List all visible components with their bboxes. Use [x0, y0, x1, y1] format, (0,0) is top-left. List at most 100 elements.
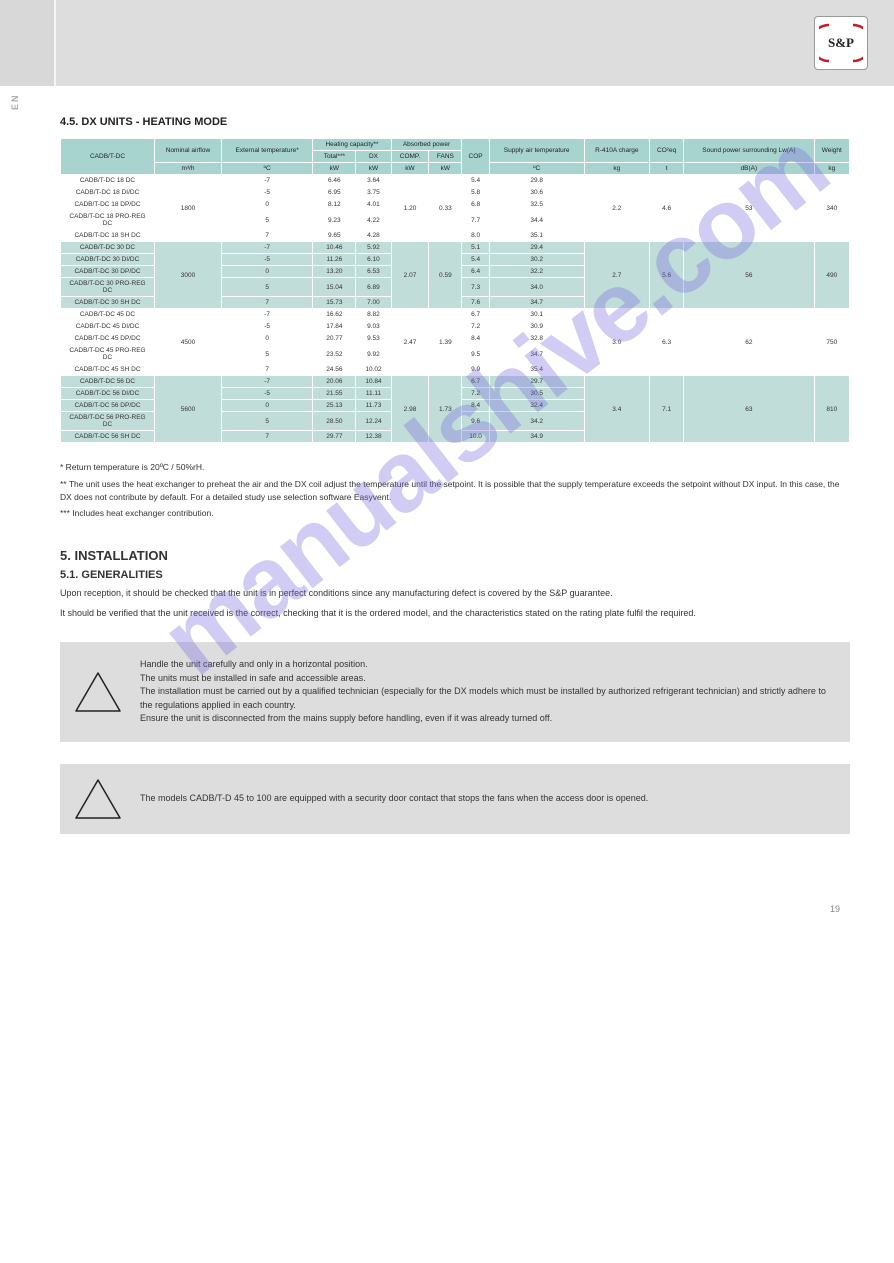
cell-cop: 7.2: [462, 388, 489, 400]
cell-ext: -7: [221, 242, 312, 254]
cell-comp: 2.07: [391, 242, 429, 309]
cell-model: CADB/T-DC 30 PRO-REG DC: [61, 278, 155, 297]
cell-dx: 6.10: [356, 254, 391, 266]
cell-weight: 750: [814, 309, 849, 376]
col-model: CADB/T-DC: [61, 139, 155, 175]
warn1-line3: The installation must be carried out by …: [140, 685, 836, 712]
cell-comp: 2.47: [391, 309, 429, 376]
cell-model: CADB/T-DC 45 SH DC: [61, 364, 155, 376]
table-footnotes: * Return temperature is 20ºC / 50%rH. **…: [60, 461, 850, 520]
cell-total: 17.84: [313, 321, 356, 333]
cell-dx: 10.02: [356, 364, 391, 376]
cell-dx: 11.73: [356, 400, 391, 412]
cell-model: CADB/T-DC 30 SH DC: [61, 297, 155, 309]
cell-dx: 12.24: [356, 412, 391, 431]
cell-model: CADB/T-DC 45 PRO-REG DC: [61, 345, 155, 364]
cell-dx: 4.22: [356, 211, 391, 230]
table-row: CADB/T-DC 30 DC3000-710.465.922.070.595.…: [61, 242, 850, 254]
cell-ext: 7: [221, 230, 312, 242]
cell-cop: 5.4: [462, 254, 489, 266]
cell-total: 24.56: [313, 364, 356, 376]
col-sound: Sound power surrounding Lw(A): [684, 139, 814, 163]
header-tab: [0, 0, 56, 86]
cell-model: CADB/T-DC 18 DI/DC: [61, 187, 155, 199]
cell-ext: 0: [221, 266, 312, 278]
cell-supply: 30.9: [489, 321, 584, 333]
cell-weight: 490: [814, 242, 849, 309]
cell-supply: 30.2: [489, 254, 584, 266]
unit-fans: kW: [429, 163, 462, 175]
cell-dx: 3.75: [356, 187, 391, 199]
cell-dx: 4.01: [356, 199, 391, 211]
cell-sound: 56: [684, 242, 814, 309]
cell-total: 9.65: [313, 230, 356, 242]
cell-co2: 7.1: [650, 376, 684, 443]
cell-dx: 7.00: [356, 297, 391, 309]
cell-total: 15.04: [313, 278, 356, 297]
cell-ext: -5: [221, 254, 312, 266]
col-weight: Weight: [814, 139, 849, 163]
cell-model: CADB/T-DC 45 DC: [61, 309, 155, 321]
table-row: CADB/T-DC 56 DC5600-720.0610.842.981.736…: [61, 376, 850, 388]
cell-supply: 34.4: [489, 211, 584, 230]
cell-ext: -5: [221, 388, 312, 400]
cell-total: 25.13: [313, 400, 356, 412]
cell-total: 20.77: [313, 333, 356, 345]
col-supply: Supply air temperature: [489, 139, 584, 163]
cell-ext: -5: [221, 321, 312, 333]
cell-supply: 32.5: [489, 199, 584, 211]
cell-sound: 62: [684, 309, 814, 376]
cell-fans: 0.59: [429, 242, 462, 309]
cell-airflow: 1800: [155, 175, 222, 242]
warn1-line1: Handle the unit carefully and only in a …: [140, 658, 836, 672]
cell-cop: 7.3: [462, 278, 489, 297]
cell-dx: 4.28: [356, 230, 391, 242]
cell-comp: 2.98: [391, 376, 429, 443]
cell-dx: 9.92: [356, 345, 391, 364]
cell-ext: 0: [221, 400, 312, 412]
unit-co2: t: [650, 163, 684, 175]
cell-cop: 9.5: [462, 345, 489, 364]
installation-p2: It should be verified that the unit rece…: [60, 607, 850, 621]
cell-model: CADB/T-DC 56 SH DC: [61, 431, 155, 443]
cell-supply: 32.8: [489, 333, 584, 345]
cell-r410a: 2.7: [584, 242, 650, 309]
cell-comp: 1.20: [391, 175, 429, 242]
cell-supply: 29.4: [489, 242, 584, 254]
cell-ext: -7: [221, 376, 312, 388]
cell-cop: 7.2: [462, 321, 489, 333]
col-total: Total***: [313, 151, 356, 163]
cell-model: CADB/T-DC 56 DP/DC: [61, 400, 155, 412]
cell-total: 11.26: [313, 254, 356, 266]
svg-text:S&P: S&P: [828, 35, 854, 50]
cell-ext: 0: [221, 333, 312, 345]
cell-model: CADB/T-DC 18 DP/DC: [61, 199, 155, 211]
cell-r410a: 2.2: [584, 175, 650, 242]
cell-ext: -7: [221, 309, 312, 321]
page-header: S&P: [0, 0, 894, 86]
cell-ext: 7: [221, 431, 312, 443]
col-ext-temp: External temperature*: [221, 139, 312, 163]
cell-weight: 340: [814, 175, 849, 242]
cell-ext: -7: [221, 175, 312, 187]
cell-airflow: 3000: [155, 242, 222, 309]
unit-sound: dB(A): [684, 163, 814, 175]
cell-cop: 9.9: [462, 364, 489, 376]
cell-total: 10.46: [313, 242, 356, 254]
cell-dx: 11.11: [356, 388, 391, 400]
cell-total: 6.95: [313, 187, 356, 199]
cell-model: CADB/T-DC 45 DI/DC: [61, 321, 155, 333]
installation-title: 5. INSTALLATION: [60, 548, 850, 563]
cell-cop: 10.0: [462, 431, 489, 443]
cell-ext: 7: [221, 364, 312, 376]
warning-triangle-icon: [74, 778, 122, 820]
cell-model: CADB/T-DC 30 DI/DC: [61, 254, 155, 266]
cell-cop: 5.8: [462, 187, 489, 199]
cell-cop: 7.6: [462, 297, 489, 309]
cell-cop: 8.4: [462, 400, 489, 412]
unit-comp: kW: [391, 163, 429, 175]
cell-supply: 29.8: [489, 175, 584, 187]
unit-airflow: m³/h: [155, 163, 222, 175]
cell-total: 23.52: [313, 345, 356, 364]
installation-section: 5. INSTALLATION 5.1. GENERALITIES Upon r…: [60, 548, 850, 620]
